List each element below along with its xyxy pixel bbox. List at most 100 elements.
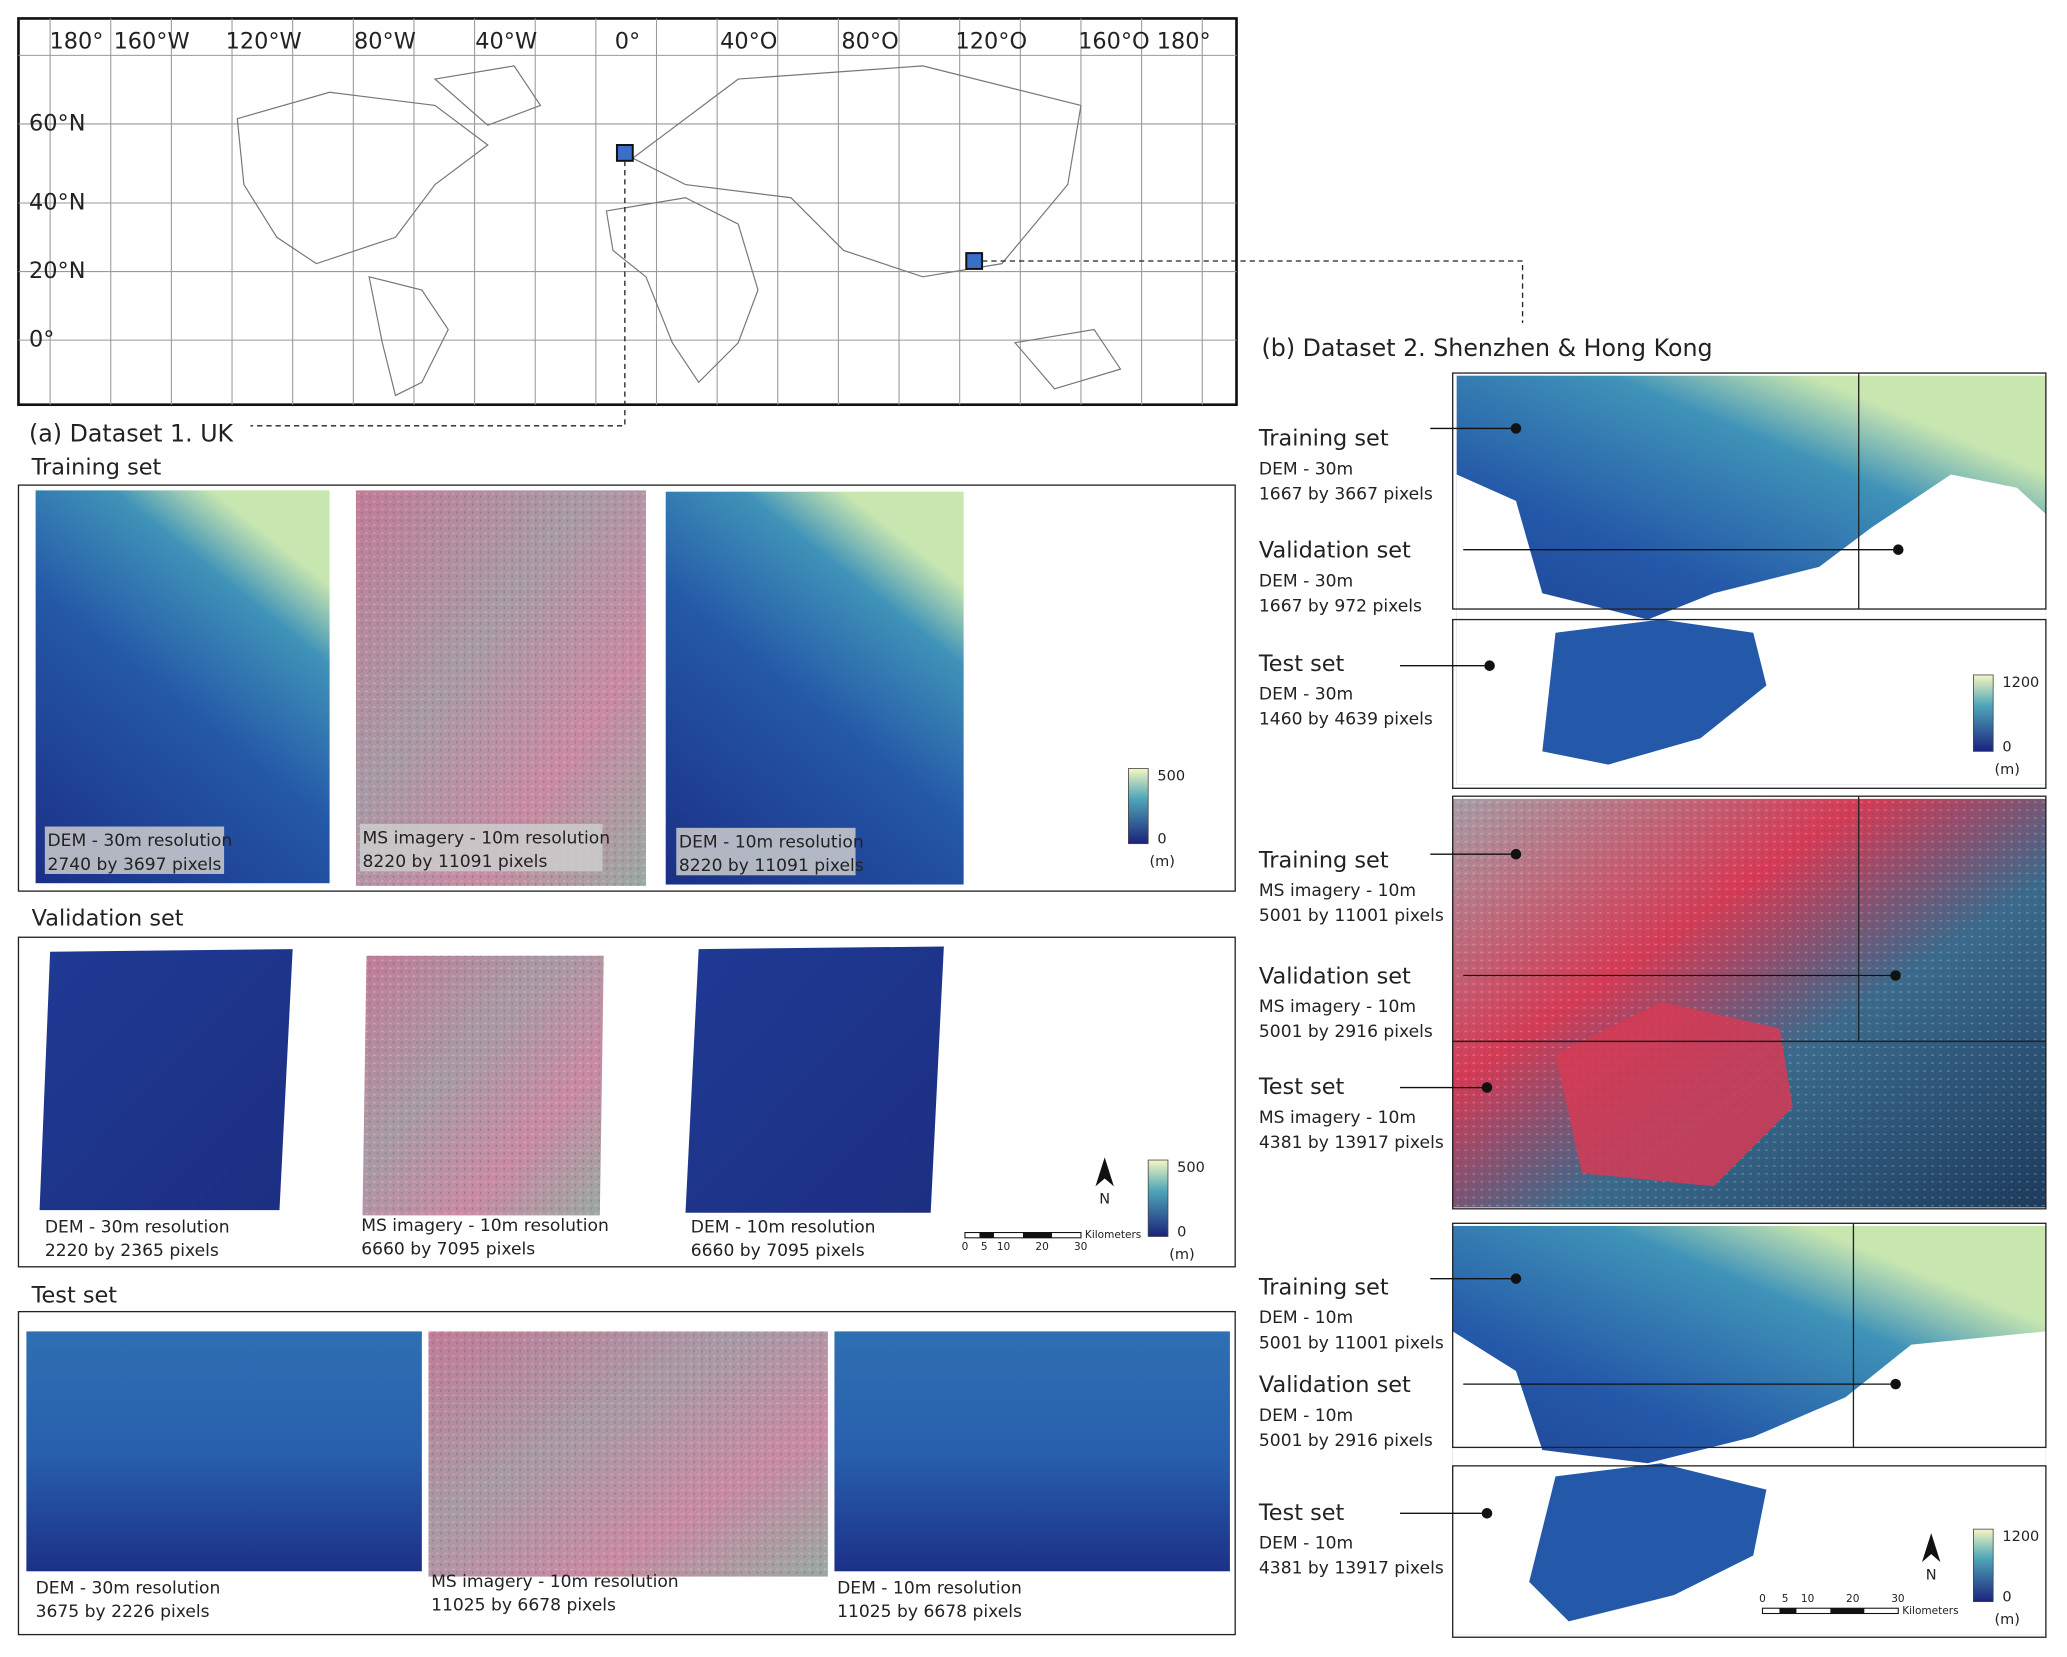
scale-bar-tick: 0 — [962, 1241, 969, 1253]
scale-bar-tick: 30 — [1074, 1241, 1087, 1253]
subset-detail: MS imagery - 10m — [1259, 881, 1416, 901]
subset-detail: DEM - 30m — [1259, 571, 1353, 591]
latitude-label: 0° — [29, 327, 54, 353]
latitude-label: 40°N — [29, 190, 85, 216]
longitude-label: 0° — [615, 29, 640, 55]
colorbar-min: 0 — [1157, 832, 1166, 848]
section-box — [17, 936, 1236, 1268]
north-label: N — [1099, 1192, 1110, 1208]
subset-detail: 5001 by 2916 pixels — [1259, 1022, 1433, 1042]
colorbar-max: 1200 — [2002, 1529, 2039, 1545]
scale-bar-tick: 10 — [997, 1241, 1010, 1253]
subset-name: Training set — [1258, 1274, 1389, 1300]
subset-name: Validation set — [1259, 963, 1411, 989]
dem-image — [665, 491, 964, 885]
scale-bar-segment — [1779, 1608, 1797, 1614]
longitude-label: 40°O — [720, 29, 777, 55]
longitude-label: 180° — [50, 29, 104, 55]
subset-detail: 1460 by 4639 pixels — [1259, 710, 1433, 730]
image-caption: DEM - 30m resolution — [45, 1217, 230, 1237]
longitude-label: 120°W — [226, 29, 302, 55]
dem-image — [26, 1331, 422, 1572]
subset-detail: 4381 by 13917 pixels — [1259, 1133, 1444, 1153]
subset-detail: DEM - 10m — [1259, 1308, 1353, 1328]
colorbar — [1128, 768, 1149, 845]
dem-image — [39, 949, 293, 1211]
colorbar-min: 0 — [1177, 1225, 1186, 1241]
image-caption: 8220 by 11091 pixels — [679, 856, 864, 876]
subset-detail: 5001 by 11001 pixels — [1259, 906, 1444, 926]
image-caption: DEM - 30m resolution — [36, 1578, 221, 1598]
image-caption: DEM - 10m resolution — [679, 832, 864, 852]
dem-image — [834, 1331, 1230, 1572]
subset-name: Training set — [1258, 425, 1389, 451]
section-title: Training set — [31, 454, 162, 480]
north-arrow — [1921, 1533, 1941, 1563]
panel-title: (b) Dataset 2. Shenzhen & Hong Kong — [1262, 334, 1713, 362]
subset-detail: 4381 by 13917 pixels — [1259, 1559, 1444, 1579]
latitude-label: 60°N — [29, 110, 85, 136]
leader-dot — [1510, 1273, 1522, 1284]
uk-marker — [615, 144, 634, 162]
longitude-label: 120°O — [956, 29, 1028, 55]
leader-dot — [1890, 1378, 1901, 1390]
caption-bg — [676, 827, 856, 876]
colorbar-unit: (m) — [1150, 854, 1175, 870]
subset-detail: DEM - 10m — [1259, 1406, 1353, 1426]
image-caption: MS imagery - 10m resolution — [431, 1572, 679, 1592]
longitude-label: 80°O — [841, 29, 898, 55]
panel-title: (a) Dataset 1. UK — [29, 420, 235, 448]
subset-detail: 5001 by 2916 pixels — [1259, 1431, 1433, 1451]
scale-bar-tick: 30 — [1891, 1593, 1904, 1605]
ms-texture — [428, 1331, 828, 1577]
image-caption: DEM - 10m resolution — [691, 1217, 876, 1237]
caption-bg — [359, 823, 603, 872]
longitude-label: 40°W — [475, 29, 537, 55]
subset-detail: 1667 by 3667 pixels — [1259, 484, 1433, 504]
latitude-label: 20°N — [29, 258, 85, 284]
section-title: Validation set — [32, 905, 184, 931]
image-caption: MS imagery - 10m resolution — [361, 1216, 609, 1236]
image-caption: 11025 by 6678 pixels — [431, 1596, 616, 1616]
colorbar-min: 0 — [2002, 739, 2011, 755]
scale-bar-tick: 10 — [1801, 1593, 1814, 1605]
image-caption: 2220 by 2365 pixels — [45, 1241, 219, 1261]
dem-image — [685, 946, 944, 1213]
subset-name: Training set — [1258, 847, 1389, 873]
image-caption: 8220 by 11091 pixels — [363, 852, 548, 872]
longitude-label: 160°O — [1078, 29, 1150, 55]
colorbar-max: 500 — [1177, 1160, 1205, 1176]
sz-dem-30m — [1456, 375, 2046, 785]
leader-dot — [1892, 544, 1904, 555]
subset-name: Test set — [1258, 1500, 1345, 1526]
section-title: Test set — [31, 1282, 118, 1308]
scale-bar-unit: Kilometers — [1085, 1229, 1141, 1241]
leader-dashed — [250, 160, 626, 427]
subset-name: Validation set — [1259, 1372, 1411, 1398]
world-map-frame — [17, 17, 1238, 407]
colorbar-max: 1200 — [2002, 675, 2039, 691]
colorbar-unit: (m) — [1169, 1247, 1194, 1263]
scale-bar-tick: 5 — [1782, 1593, 1789, 1605]
subset-detail: DEM - 30m — [1259, 459, 1353, 479]
longitude-label: 80°W — [354, 29, 416, 55]
dem-image — [35, 490, 330, 884]
north-arrow — [1095, 1157, 1114, 1187]
leader-dot — [1890, 970, 1901, 981]
image-caption: 11025 by 6678 pixels — [837, 1602, 1022, 1622]
caption-bg — [44, 826, 225, 874]
north-label: N — [1926, 1567, 1937, 1583]
subset-detail: MS imagery - 10m — [1259, 997, 1416, 1017]
scale-bar-tick: 0 — [1759, 1593, 1766, 1605]
subset-detail: 1667 by 972 pixels — [1259, 596, 1422, 616]
colorbar-max: 500 — [1157, 768, 1185, 784]
subset-detail: MS imagery - 10m — [1259, 1108, 1416, 1128]
image-caption: 6660 by 7095 pixels — [361, 1240, 535, 1260]
scale-bar-segment — [1830, 1608, 1865, 1614]
leader-dashed — [982, 260, 1524, 323]
section-box — [17, 484, 1236, 892]
leader-dot — [1481, 1508, 1493, 1519]
colorbar-unit: (m) — [1994, 762, 2019, 778]
leader-dot — [1484, 660, 1495, 671]
leader-dot — [1510, 423, 1522, 434]
